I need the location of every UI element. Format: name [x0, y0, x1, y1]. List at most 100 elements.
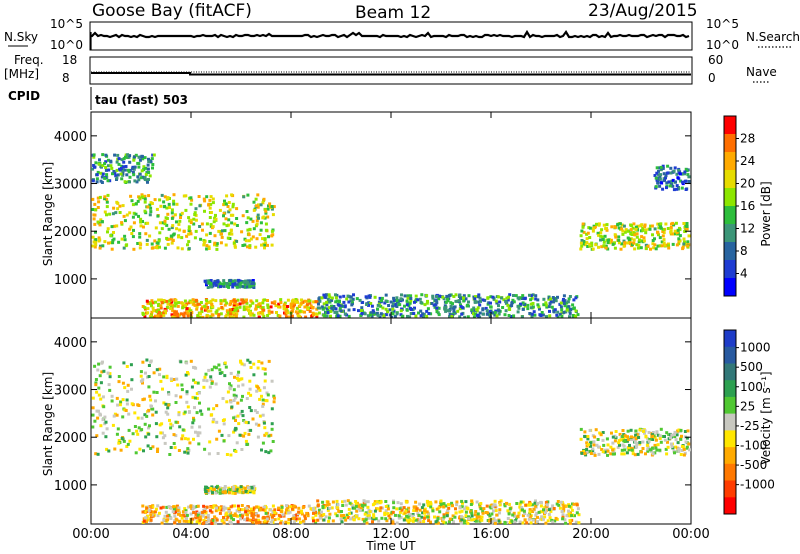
- echo-cell: [586, 437, 590, 441]
- echo-cell: [206, 286, 210, 289]
- echo-cell: [637, 436, 641, 439]
- echo-cell: [261, 404, 265, 408]
- echo-cell: [305, 303, 309, 307]
- echo-cell: [522, 509, 526, 513]
- echo-cell: [145, 242, 149, 246]
- echo-cell: [210, 381, 214, 385]
- echo-cell: [145, 510, 149, 514]
- echo-cell: [150, 304, 153, 308]
- echo-cell: [399, 516, 403, 519]
- echo-cell: [257, 203, 260, 207]
- echo-cell: [661, 228, 665, 232]
- echo-cell: [262, 421, 266, 425]
- echo-cell: [446, 509, 450, 513]
- echo-cell: [250, 486, 254, 490]
- echo-band-power-6: [653, 164, 691, 192]
- echo-cell: [678, 234, 682, 238]
- echo-cell: [115, 168, 119, 172]
- echo-cell: [251, 417, 255, 421]
- echo-cell: [216, 452, 220, 455]
- echo-cell: [630, 243, 634, 247]
- echo-cell: [240, 298, 244, 302]
- echo-cell: [277, 305, 280, 309]
- echo-cell: [178, 519, 182, 523]
- echo-cell: [162, 375, 166, 379]
- echo-cell: [150, 242, 154, 246]
- echo-cell: [136, 199, 140, 203]
- echo-cell: [246, 193, 250, 197]
- echo-cell: [393, 513, 397, 517]
- echo-cell: [257, 518, 261, 522]
- echo-cell: [105, 427, 109, 431]
- echo-cell: [412, 505, 416, 509]
- echo-cell: [246, 509, 250, 512]
- echo-cell: [678, 239, 682, 243]
- echo-cell: [148, 174, 152, 178]
- echo-cell: [427, 519, 431, 523]
- echo-cell: [247, 391, 251, 395]
- echo-cell: [542, 297, 546, 301]
- echo-cell: [193, 211, 197, 215]
- echo-cell: [342, 516, 346, 520]
- echo-cell: [588, 244, 592, 248]
- echo-cell: [412, 517, 416, 520]
- echo-cell: [190, 198, 194, 202]
- echo-cell: [212, 407, 216, 411]
- echo-cell: [207, 519, 211, 522]
- echo-cell: [186, 243, 189, 247]
- echo-cell: [128, 154, 132, 158]
- echo-cell: [561, 513, 565, 517]
- echo-cell: [208, 216, 212, 219]
- echo-cell: [122, 439, 126, 443]
- echo-cell: [198, 315, 202, 319]
- echo-cell: [418, 518, 422, 522]
- echo-cell: [231, 202, 235, 206]
- echo-cell: [223, 491, 227, 495]
- echo-cell: [243, 283, 247, 286]
- echo-cell: [150, 299, 154, 303]
- echo-cell: [234, 308, 238, 312]
- echo-cell: [151, 301, 155, 305]
- echo-cell: [232, 485, 236, 489]
- echo-cell: [135, 429, 139, 433]
- echo-cell: [323, 306, 327, 310]
- echo-cell: [623, 241, 627, 245]
- echo-cell: [236, 414, 240, 418]
- echo-cell: [312, 519, 315, 523]
- echo-cell: [518, 520, 522, 524]
- echo-cell: [581, 222, 585, 226]
- echo-cell: [658, 177, 662, 181]
- echo-cell: [552, 507, 556, 510]
- echo-cell: [266, 243, 269, 247]
- echo-cell: [206, 306, 210, 309]
- echo-cell: [112, 231, 115, 234]
- echo-cell: [235, 239, 239, 243]
- echo-cell: [306, 514, 310, 518]
- echo-cell: [591, 247, 595, 251]
- echo-cell: [628, 240, 632, 244]
- echo-cell: [163, 219, 167, 223]
- echo-cell: [412, 509, 416, 513]
- colorbar-tick-label: 12: [740, 222, 755, 236]
- echo-cell: [532, 507, 536, 511]
- echo-cell: [225, 301, 229, 305]
- echo-cell: [104, 168, 108, 172]
- echo-cell: [600, 448, 604, 451]
- echo-cell: [369, 313, 373, 317]
- colorbar-segment: [724, 260, 736, 279]
- echo-cell: [179, 216, 182, 219]
- echo-cell: [146, 444, 150, 448]
- echo-cell: [583, 452, 587, 456]
- echo-cell: [663, 243, 666, 247]
- echo-cell: [116, 403, 120, 407]
- echo-cell: [498, 508, 502, 512]
- echo-cell: [149, 160, 153, 164]
- echo-cell: [117, 240, 121, 244]
- echo-cell: [265, 391, 269, 395]
- echo-cell: [179, 360, 183, 364]
- echo-cell: [469, 503, 473, 506]
- echo-cell: [531, 510, 535, 513]
- echo-cell: [663, 438, 667, 442]
- echo-cell: [384, 299, 388, 303]
- echo-cell: [152, 315, 156, 319]
